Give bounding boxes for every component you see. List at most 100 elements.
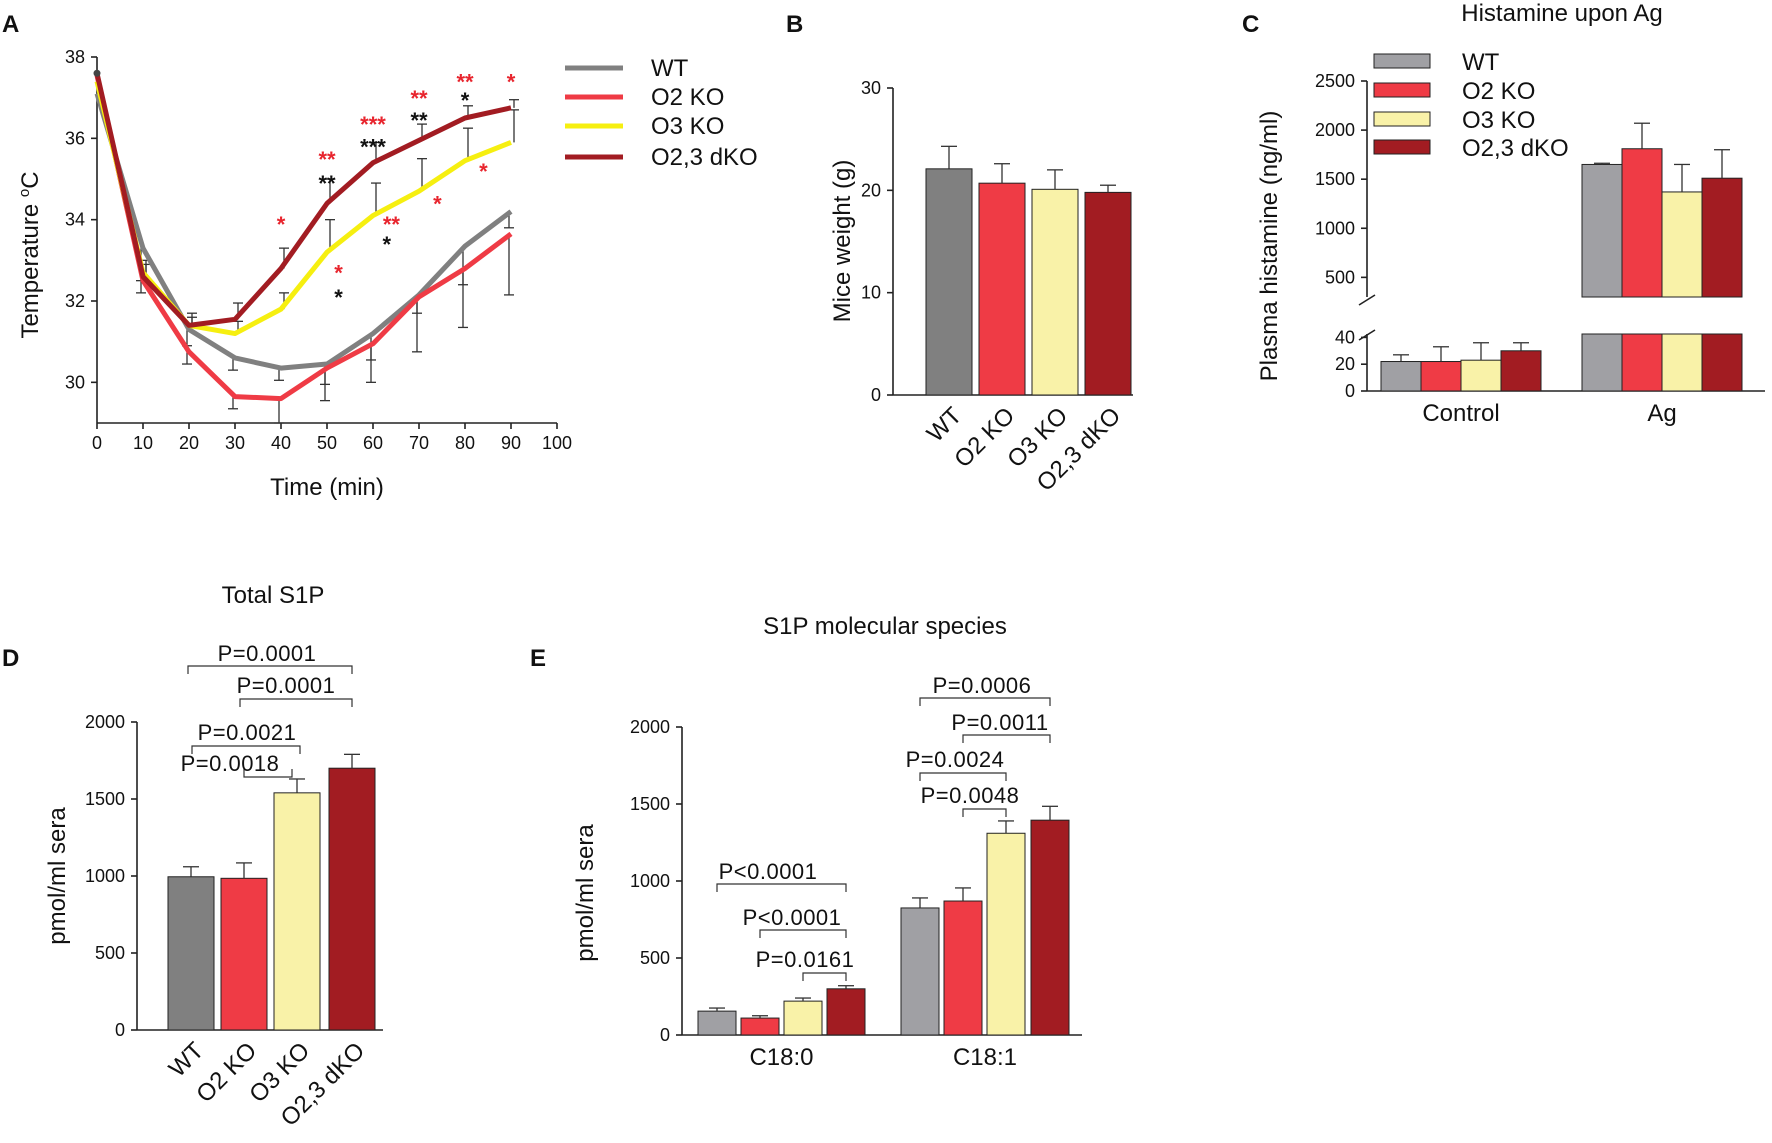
legend-label-O2,3 dKO: O2,3 dKO — [651, 144, 758, 171]
y-axis-label-unit: C — [17, 171, 44, 188]
x-tick-label: 60 — [363, 433, 383, 453]
bar-Ag-O2,3 dKO — [1701, 177, 1743, 298]
bar-C18:1-WT — [900, 907, 940, 1036]
x-tick-label: 100 — [542, 433, 572, 453]
y-tick-label: 32 — [65, 291, 85, 311]
bar-C18:1-O2 KO — [943, 900, 983, 1036]
bar-O2,3 dKO — [328, 767, 376, 1031]
bar-O2,3 dKO — [1084, 191, 1132, 396]
y-tick-label: 38 — [65, 47, 85, 67]
x-tick-label: 70 — [409, 433, 429, 453]
chart-title-C: Histamine upon Ag — [1461, 0, 1662, 27]
bar-Control-O2 KO — [1420, 361, 1462, 392]
significance-mark: ** — [456, 70, 474, 95]
y-tick-label: 36 — [65, 128, 85, 148]
bar-C18:0-WT — [697, 1010, 737, 1036]
legend-swatch-O3 KO — [1373, 111, 1431, 127]
significance-mark: * — [461, 88, 470, 113]
significance-mark: * — [277, 212, 286, 237]
significance-mark: ** — [318, 147, 336, 172]
y-tick-label: 0 — [660, 1025, 670, 1045]
significance-mark: ** — [383, 212, 401, 237]
legend-swatch-WT — [1373, 53, 1431, 69]
y-tick-label: 30 — [65, 372, 85, 392]
y-tick-label: 30 — [861, 78, 881, 98]
significance-mark: * — [433, 192, 442, 217]
bar-Ag-O2 KO-lower — [1621, 333, 1663, 392]
group-label-C18:0: C18:0 — [749, 1044, 813, 1071]
legend-label-O3 KO: O3 KO — [651, 113, 724, 140]
legend-label-WT: WT — [1462, 49, 1500, 76]
y-tick-label: 2000 — [1315, 120, 1355, 140]
significance-bracket — [919, 697, 1051, 706]
bar-Ag-WT — [1581, 163, 1623, 298]
x-tick-label: 80 — [455, 433, 475, 453]
panel-letter-C: C — [1242, 11, 1259, 38]
y-tick-label: 0 — [115, 1020, 125, 1040]
y-tick-label: 20 — [861, 180, 881, 200]
p-value-label: P=0.0011 — [951, 710, 1048, 735]
x-tick-label: 10 — [133, 433, 153, 453]
series-line-O2,3 dKO — [94, 72, 512, 328]
bar-Ag-O2,3 dKO-lower — [1701, 333, 1743, 392]
x-tick-label: 30 — [225, 433, 245, 453]
y-tick-label: 500 — [640, 948, 670, 968]
p-value-label: P=0.0161 — [756, 947, 855, 972]
bar-C18:1-O3 KO — [986, 832, 1026, 1036]
significance-bracket — [716, 883, 847, 892]
y-axis-label: Plasma histamine (ng/ml) — [1256, 111, 1283, 382]
significance-bracket — [239, 698, 353, 707]
significance-mark: ** — [318, 171, 336, 196]
bar-Ag-O2 KO — [1621, 148, 1663, 298]
significance-mark: * — [383, 232, 392, 257]
y-tick-label: 20 — [1335, 354, 1355, 374]
category-label-WT: WT — [164, 1037, 210, 1083]
bar-C18:0-O2 KO — [740, 1017, 780, 1036]
p-value-label: P=0.0048 — [921, 783, 1020, 808]
p-value-label: P=0.0001 — [218, 641, 317, 666]
bar-Ag-O3 KO-lower — [1661, 333, 1703, 392]
significance-bracket — [191, 745, 301, 754]
significance-mark: * — [507, 70, 516, 95]
y-tick-label: 2000 — [630, 717, 670, 737]
p-value-label: P=0.0018 — [181, 751, 280, 776]
panel-letter-B: B — [786, 11, 803, 38]
significance-mark: ** — [410, 108, 428, 133]
bar-C18:1-O2,3 dKO — [1030, 819, 1070, 1036]
x-axis-label: Time (min) — [270, 474, 384, 501]
x-tick-label: 40 — [271, 433, 291, 453]
significance-mark: * — [334, 285, 343, 310]
y-tick-label: 500 — [95, 943, 125, 963]
significance-mark: *** — [360, 135, 386, 160]
bar-O2 KO — [978, 182, 1026, 396]
y-tick-label: 1000 — [630, 871, 670, 891]
p-value-label: P=0.0006 — [933, 673, 1032, 698]
y-tick-label: 1000 — [1315, 218, 1355, 238]
p-value-label: P=0.0024 — [906, 747, 1005, 772]
bar-Control-O3 KO — [1460, 359, 1502, 392]
significance-bracket — [802, 972, 847, 981]
bar-Control-O2,3 dKO — [1500, 350, 1542, 392]
y-tick-label: 1500 — [1315, 169, 1355, 189]
y-tick-label: 2000 — [85, 712, 125, 732]
bar-WT — [167, 876, 215, 1031]
significance-mark: *** — [360, 112, 386, 137]
significance-mark: ** — [410, 86, 428, 111]
significance-bracket — [919, 772, 1007, 781]
p-value-label: P<0.0001 — [719, 859, 818, 884]
legend-label-O2 KO: O2 KO — [651, 84, 724, 111]
y-tick-label: 34 — [65, 210, 85, 230]
category-label-WT: WT — [922, 402, 968, 448]
legend-label-WT: WT — [651, 55, 689, 82]
bar-O3 KO — [273, 792, 321, 1031]
series-line-WT — [94, 92, 513, 371]
significance-bracket — [962, 734, 1051, 743]
significance-bracket — [243, 769, 293, 778]
significance-mark: * — [479, 159, 488, 184]
y-axis-label-degree: o — [16, 189, 33, 197]
y-tick-label: 1500 — [630, 794, 670, 814]
y-tick-label: 0 — [1345, 381, 1355, 401]
significance-mark: * — [334, 261, 343, 286]
bar-O2 KO — [220, 877, 268, 1031]
